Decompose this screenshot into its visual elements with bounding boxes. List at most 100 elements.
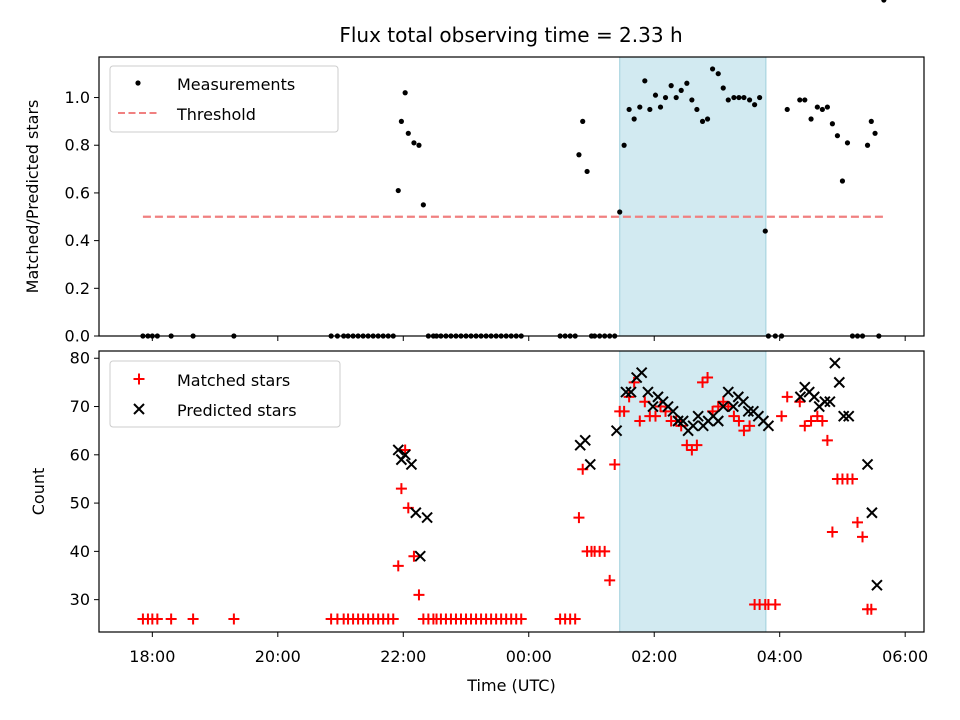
predicted-star-point — [829, 357, 841, 369]
matched-star-point — [865, 603, 877, 615]
predicted-star-point — [667, 405, 679, 418]
x-tick-label: 20:00 — [255, 647, 301, 666]
top-plot-frame — [98, 56, 925, 337]
matched-star-point — [670, 415, 682, 427]
measurement-point — [662, 94, 669, 101]
measurement-point — [829, 121, 836, 127]
matched-star-point — [413, 589, 425, 601]
predicted-star-point — [692, 410, 704, 422]
predicted-star-point — [762, 420, 775, 432]
predicted-star-point — [410, 507, 422, 519]
predicted-star-point — [672, 415, 684, 427]
measurement-point — [844, 140, 851, 146]
matched-star-point — [165, 613, 177, 625]
measurement-point — [699, 118, 706, 124]
matched-star-point — [776, 410, 788, 422]
matched-star-point — [569, 613, 581, 625]
matched-star-point — [851, 516, 863, 528]
matched-star-point — [681, 439, 693, 451]
predicted-star-point — [405, 458, 418, 471]
bottom-legend-box — [109, 360, 341, 428]
measurement-point — [398, 118, 404, 124]
predicted-star-point — [642, 386, 654, 398]
predicted-star-point — [717, 400, 729, 413]
measurement-point — [741, 94, 747, 101]
predicted-star-point — [414, 550, 426, 562]
bottom-y-ticks: 30 40 50 60 70 80 — [70, 349, 99, 609]
matched-star-point — [811, 410, 823, 422]
matched-star-point — [228, 613, 240, 625]
legend-measurements-label: Measurements — [177, 75, 295, 94]
matched-star-point — [395, 483, 407, 495]
matched-star-point — [515, 613, 527, 625]
measurement-point — [626, 106, 632, 113]
y-tick-label: 0.4 — [65, 231, 90, 250]
bottom-x-ticks: 18:00 20:00 22:00 00:00 02:00 04:00 06:00 — [129, 632, 928, 666]
predicted-star-point — [677, 415, 689, 427]
measurement-point — [736, 94, 742, 101]
legend-predicted-marker — [133, 403, 145, 415]
predicted-star-point — [819, 395, 831, 408]
matched-star-point — [649, 410, 661, 422]
measurement-point — [684, 80, 690, 86]
predicted-star-point — [742, 405, 755, 418]
predicted-star-point — [722, 386, 734, 398]
predicted-star-point — [687, 420, 699, 432]
measurement-point — [746, 97, 753, 103]
matched-star-point — [387, 613, 399, 625]
measurement-point — [420, 202, 426, 208]
bottom-panel: 30 40 50 60 70 80 18:00 20:00 22:00 00:00 02:00 04… — [29, 349, 928, 695]
matched-star-point — [744, 420, 756, 432]
x-tick-label: 02:00 — [631, 647, 677, 666]
measurement-point — [673, 94, 679, 101]
y-tick-label: 0.8 — [65, 136, 90, 155]
matched-star-point — [609, 458, 621, 470]
predicted-stars-series — [392, 357, 883, 591]
matched-star-point — [187, 613, 199, 625]
measurement-point — [694, 106, 700, 113]
predicted-star-point — [866, 507, 878, 519]
measurement-point — [647, 106, 653, 113]
predicted-star-point — [620, 386, 632, 398]
predicted-star-point — [712, 415, 724, 427]
predicted-star-point — [808, 391, 820, 403]
y-tick-label: 40 — [70, 542, 90, 561]
measurement-point — [797, 97, 803, 103]
measurement-point — [631, 116, 637, 122]
matched-star-point — [599, 545, 611, 557]
x-tick-label: 06:00 — [882, 647, 928, 666]
predicted-star-point — [635, 367, 648, 379]
measurement-point — [584, 168, 590, 175]
predicted-star-point — [843, 410, 855, 422]
matched-star-point — [821, 434, 833, 446]
y-tick-label: 80 — [70, 349, 90, 368]
measurement-point — [784, 106, 790, 113]
matched-star-point — [697, 376, 709, 388]
observing-interval-shade-bottom — [619, 350, 767, 633]
matched-star-point — [846, 473, 858, 485]
x-tick-label: 00:00 — [506, 647, 552, 666]
measurement-point — [580, 118, 586, 124]
matched-star-point — [634, 415, 646, 427]
measurement-point — [731, 94, 737, 101]
legend-predicted-label: Predicted stars — [177, 401, 297, 420]
measurement-point — [808, 116, 814, 122]
measurement-point — [725, 97, 731, 103]
predicted-star-point — [625, 386, 637, 398]
matched-star-point — [738, 425, 750, 437]
measurement-point — [864, 142, 871, 148]
x-axis-label: Time (UTC) — [466, 676, 555, 695]
measurement-point — [757, 94, 763, 101]
measurement-point — [411, 140, 417, 146]
measurement-point — [689, 97, 695, 103]
y-tick-label: 0.6 — [65, 183, 90, 202]
matched-star-point — [618, 405, 630, 417]
measurement-point — [752, 102, 758, 108]
measurements-series — [140, 0, 887, 339]
top-y-axis-label: Matched/Predicted stars — [23, 100, 42, 294]
matched-star-point — [604, 574, 616, 586]
chart-title: Flux total observing time = 2.33 h — [339, 23, 682, 47]
y-tick-label: 0.2 — [65, 279, 90, 298]
predicted-star-point — [647, 400, 659, 413]
